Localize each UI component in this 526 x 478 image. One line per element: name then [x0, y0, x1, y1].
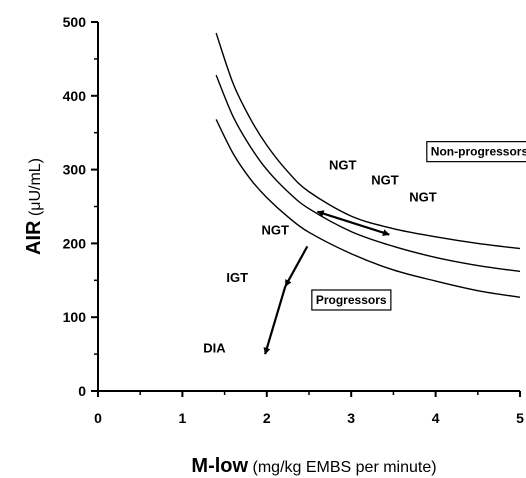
arrow-2: [284, 245, 309, 287]
series-line-1: [215, 32, 521, 250]
x-axis-label: M-low (mg/kg EMBS per minute): [191, 455, 436, 477]
x-tick-label: 4: [432, 410, 440, 426]
arrow-1: [316, 210, 390, 236]
arrow-3: [263, 285, 287, 355]
series-line-3: [215, 119, 521, 298]
annotation-label: IGT: [226, 270, 248, 285]
y-tick-label: 200: [63, 235, 87, 251]
box-label: Non-progressors: [431, 145, 526, 159]
y-tick-label: 400: [63, 88, 87, 104]
y-tick-label: 0: [78, 383, 86, 399]
annotation-label: NGT: [409, 189, 437, 204]
x-axis-label-unit: (mg/kg EMBS per minute): [253, 459, 437, 476]
box-frame: [426, 141, 526, 163]
x-tick-label: 5: [516, 410, 524, 426]
y-axis-label: AIR (μU/mL): [23, 158, 45, 255]
y-tick-label: 300: [63, 162, 87, 178]
box-label: Progressors: [316, 293, 387, 307]
annotation-label: NGT: [371, 172, 399, 187]
y-axis-label-unit: (μU/mL): [27, 158, 44, 216]
annotation-label: NGT: [329, 158, 357, 173]
series-line-2: [215, 74, 521, 273]
annotation-label: NGT: [262, 223, 290, 238]
x-tick-label: 2: [263, 410, 271, 426]
plot-area: NGT NGT NGT NGT IGT DIA Non-progressors Progres…: [203, 32, 526, 356]
y-tick-label: 500: [63, 14, 87, 30]
x-axis-label-main: M-low: [191, 455, 248, 477]
box-frame: [311, 289, 392, 311]
y-tick-label: 100: [63, 309, 87, 325]
x-tick-label: 3: [347, 410, 355, 426]
annotation-label: DIA: [203, 341, 226, 356]
y-ticks: 0 100 200 300 400 500: [63, 14, 98, 399]
x-ticks: 0 1 2 3 4 5: [94, 391, 524, 426]
legend-box: Progressors: [311, 289, 392, 311]
y-axis-label-main: AIR: [23, 220, 45, 255]
legend-box: Non-progressors: [426, 141, 526, 163]
x-tick-label: 1: [179, 410, 187, 426]
x-tick-label: 0: [94, 410, 102, 426]
